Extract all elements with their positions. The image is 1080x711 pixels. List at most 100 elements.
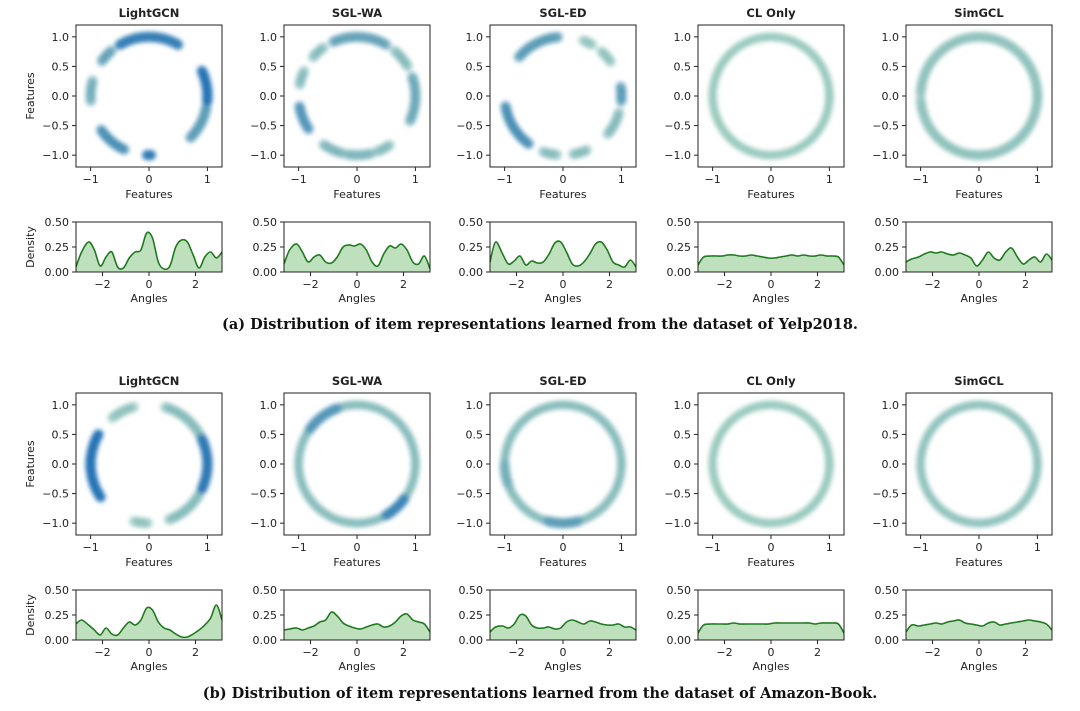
density-y-axis-label: Density bbox=[24, 226, 37, 268]
density-line bbox=[697, 622, 845, 634]
ring-points bbox=[916, 400, 1042, 528]
scatter-frame bbox=[489, 392, 637, 536]
density-line bbox=[489, 613, 637, 633]
y-tick-label: 0.0 bbox=[882, 90, 900, 103]
density-y-tick-label: 0.50 bbox=[459, 216, 484, 229]
ring-point bbox=[196, 65, 208, 77]
density-y-tick-label: 0.25 bbox=[875, 241, 900, 254]
density-area bbox=[698, 622, 844, 640]
y-tick-label: 0.0 bbox=[466, 90, 484, 103]
x-axis-label: Features bbox=[955, 188, 1003, 201]
ring-points bbox=[915, 31, 1043, 161]
y-tick-label: −0.5 bbox=[456, 120, 483, 133]
subplot-title: SimGCL bbox=[954, 374, 1004, 388]
subplot-a-5: SimGCL −1.0 −0.5 0.0 0.5 1.0 −1 0 1 Features 0.00 0… bbox=[872, 6, 1053, 305]
y-tick-label: 1.0 bbox=[52, 399, 70, 412]
density-x-tick-label: −2 bbox=[716, 646, 732, 659]
density-x-tick-label: −2 bbox=[302, 646, 318, 659]
y-tick-label: 0.5 bbox=[260, 428, 278, 441]
x-tick-label: 1 bbox=[204, 173, 211, 186]
density-line bbox=[283, 611, 431, 633]
density-y-tick-label: 0.25 bbox=[875, 609, 900, 622]
density-y-tick-label: 0.50 bbox=[45, 584, 70, 597]
y-tick-label: 0.5 bbox=[466, 60, 484, 73]
x-tick-label: 0 bbox=[146, 173, 153, 186]
density-y-tick-label: 0.25 bbox=[45, 241, 70, 254]
y-tick-label: −1.0 bbox=[664, 149, 691, 162]
ring-point bbox=[581, 144, 592, 156]
x-tick-label: −1 bbox=[912, 541, 928, 554]
ring-cluster bbox=[294, 101, 314, 135]
ring-point bbox=[389, 45, 400, 56]
y-tick-label: −0.5 bbox=[250, 488, 277, 501]
ring-cluster bbox=[185, 102, 212, 143]
density-line bbox=[75, 231, 223, 271]
density-x-tick-label: 0 bbox=[146, 278, 153, 291]
density-y-tick-label: 0.25 bbox=[459, 241, 484, 254]
y-tick-label: −0.5 bbox=[664, 120, 691, 133]
density-y-tick-label: 0.25 bbox=[459, 609, 484, 622]
scatter-frame bbox=[697, 24, 845, 168]
density-y-tick-label: 0.50 bbox=[875, 216, 900, 229]
density-area bbox=[490, 241, 636, 272]
ring-point bbox=[304, 424, 315, 435]
density-x-tick-label: 0 bbox=[354, 646, 361, 659]
density-y-tick-label: 0.50 bbox=[667, 216, 692, 229]
ring-cluster bbox=[596, 46, 616, 68]
density-x-tick-label: 0 bbox=[976, 278, 983, 291]
x-axis-label: Features bbox=[333, 556, 381, 569]
density-y-tick-label: 0.00 bbox=[667, 266, 692, 279]
density-x-axis-label: Angles bbox=[752, 292, 789, 305]
scatter-frame bbox=[283, 392, 431, 536]
ring-point bbox=[615, 81, 626, 92]
y-tick-label: −1.0 bbox=[456, 149, 483, 162]
subplot-title: CL Only bbox=[746, 6, 796, 20]
scatter-frame bbox=[905, 24, 1053, 168]
x-tick-label: 1 bbox=[412, 173, 419, 186]
subplot-b-2: SGL-WA −1.0 −0.5 0.0 0.5 1.0 −1 0 1 Features 0.00 0… bbox=[250, 374, 431, 673]
y-tick-label: 0.0 bbox=[52, 458, 70, 471]
x-tick-label: 0 bbox=[146, 541, 153, 554]
x-tick-label: 1 bbox=[826, 541, 833, 554]
x-tick-label: −1 bbox=[82, 173, 98, 186]
density-x-tick-label: 0 bbox=[560, 278, 567, 291]
x-axis-label: Features bbox=[539, 188, 587, 201]
density-y-tick-label: 0.25 bbox=[253, 241, 278, 254]
ring-point bbox=[596, 46, 607, 57]
ring-cluster bbox=[381, 493, 410, 521]
density-x-tick-label: 2 bbox=[1022, 646, 1029, 659]
ring-cluster bbox=[304, 403, 343, 435]
subplot-title: CL Only bbox=[746, 374, 796, 388]
ring-cluster bbox=[96, 45, 117, 67]
subplot-title: SimGCL bbox=[954, 6, 1004, 20]
ring-cluster bbox=[107, 401, 140, 424]
density-x-tick-label: 0 bbox=[146, 646, 153, 659]
y-tick-label: −1.0 bbox=[250, 517, 277, 530]
y-tick-label: −1.0 bbox=[42, 517, 69, 530]
density-x-tick-label: −2 bbox=[924, 278, 940, 291]
density-y-tick-label: 0.25 bbox=[45, 609, 70, 622]
y-tick-label: 1.0 bbox=[466, 31, 484, 44]
ring-point bbox=[159, 401, 171, 413]
ring-point bbox=[824, 91, 835, 101]
x-tick-label: 0 bbox=[560, 541, 567, 554]
density-area bbox=[906, 619, 1052, 640]
subplot-b-4: CL Only −1.0 −0.5 0.0 0.5 1.0 −1 0 1 Features 0.00… bbox=[664, 374, 845, 673]
ring-point bbox=[513, 52, 525, 63]
scatter-frame bbox=[697, 392, 845, 536]
density-x-axis-label: Angles bbox=[752, 660, 789, 673]
ring-point bbox=[407, 71, 418, 82]
x-tick-label: 0 bbox=[354, 173, 361, 186]
ring-point bbox=[1032, 459, 1042, 469]
ring-points bbox=[500, 31, 627, 160]
x-tick-label: 1 bbox=[826, 173, 833, 186]
ring-point bbox=[307, 52, 319, 63]
ring-cluster bbox=[85, 75, 98, 107]
ring-points bbox=[85, 401, 213, 529]
density-x-tick-label: 2 bbox=[1022, 278, 1029, 291]
ring-cluster bbox=[96, 124, 130, 155]
ring-cluster bbox=[499, 458, 514, 490]
plots-group: LightGCN −1.0 −0.5 0.0 0.5 1.0 −1 0 1 Features Fea… bbox=[24, 6, 1053, 673]
density-x-tick-label: 2 bbox=[192, 646, 199, 659]
y-tick-label: 0.5 bbox=[674, 428, 692, 441]
